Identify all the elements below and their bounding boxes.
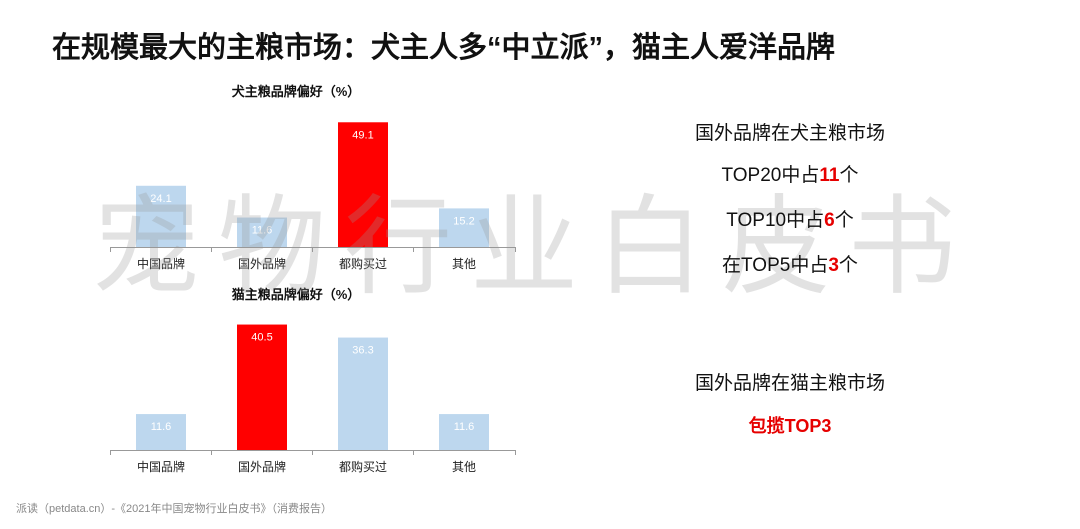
cat-bar-3 xyxy=(439,414,489,450)
dog-top5-note: 在TOP5中占3个 xyxy=(640,250,940,277)
cat-bar-value-1: 40.5 xyxy=(251,332,272,344)
dog-food-brand-chart: 犬主粮品牌偏好（%） 24.1 中国品牌 11.6 国外品牌 49.1 都购买过 15.2 其他 xyxy=(0,80,560,280)
cat-bar-value-0: 11.6 xyxy=(151,421,172,433)
source-footer: 派读（petdata.cn）-《2021年中国宠物行业白皮书》（消费报告） xyxy=(16,503,333,515)
dog-top5-text-b: 个 xyxy=(838,255,858,276)
dog-category-label-3: 其他 xyxy=(452,257,476,271)
dog-bar-3 xyxy=(439,208,489,247)
cat-bar-1 xyxy=(237,324,287,450)
dog-bar-2 xyxy=(338,122,388,247)
cat-category-label-0: 中国品牌 xyxy=(137,459,185,474)
dog-top10-text-a: TOP10中占 xyxy=(726,210,825,231)
cat-food-brand-chart: 猫主粮品牌偏好（%） 11.6 中国品牌 40.5 国外品牌 36.3 都购买过 11.6 其他 xyxy=(0,283,560,483)
dog-bar-value-2: 49.1 xyxy=(352,129,373,141)
dog-top10-note: TOP10中占6个 xyxy=(640,205,940,232)
cat-market-summary: 包揽TOP3 xyxy=(748,416,832,436)
dog-chart-svg: 犬主粮品牌偏好（%） 24.1 中国品牌 11.6 国外品牌 49.1 都购买过 15.2 其他 xyxy=(110,84,516,271)
dog-category-label-1: 国外品牌 xyxy=(238,257,286,271)
dog-chart-title: 犬主粮品牌偏好（%） xyxy=(232,84,361,99)
dog-top10-count: 6 xyxy=(824,210,835,231)
cat-chart-svg: 猫主粮品牌偏好（%） 11.6 中国品牌 40.5 国外品牌 36.3 都购买过 11.6 其他 xyxy=(110,287,516,474)
dog-top5-text-a: 在TOP5中占 xyxy=(722,255,829,276)
page-title: 在规模最大的主粮市场：犬主人多“中立派”，猫主人爱洋品牌 xyxy=(52,32,836,64)
dog-top20-text-a: TOP20中占 xyxy=(721,165,820,186)
dog-bar-value-1: 11.6 xyxy=(252,225,273,237)
cat-chart-title: 猫主粮品牌偏好（%） xyxy=(232,287,361,302)
cat-bar-2 xyxy=(338,337,388,450)
dog-category-label-0: 中国品牌 xyxy=(137,256,185,271)
cat-category-label-1: 国外品牌 xyxy=(238,460,286,474)
dog-bar-value-0: 24.1 xyxy=(150,193,171,205)
cat-category-label-2: 都购买过 xyxy=(339,459,387,474)
dog-bar-0 xyxy=(136,185,186,247)
dog-market-heading: 国外品牌在犬主粮市场 xyxy=(694,123,885,144)
dog-category-label-2: 都购买过 xyxy=(339,256,387,271)
dog-bar-value-3: 15.2 xyxy=(453,215,474,227)
cat-market-heading: 国外品牌在猫主粮市场 xyxy=(694,373,885,394)
dog-top20-note: TOP20中占11个 xyxy=(640,160,940,187)
dog-top5-count: 3 xyxy=(828,255,839,276)
dog-top20-count: 11 xyxy=(819,165,840,186)
cat-bar-0 xyxy=(136,414,186,450)
cat-category-label-3: 其他 xyxy=(452,460,476,474)
cat-bar-value-2: 36.3 xyxy=(352,345,373,357)
dog-top10-text-b: 个 xyxy=(834,210,854,231)
dog-bar-1 xyxy=(237,217,287,247)
dog-top20-text-b: 个 xyxy=(839,165,859,186)
cat-bar-value-3: 11.6 xyxy=(454,421,475,433)
